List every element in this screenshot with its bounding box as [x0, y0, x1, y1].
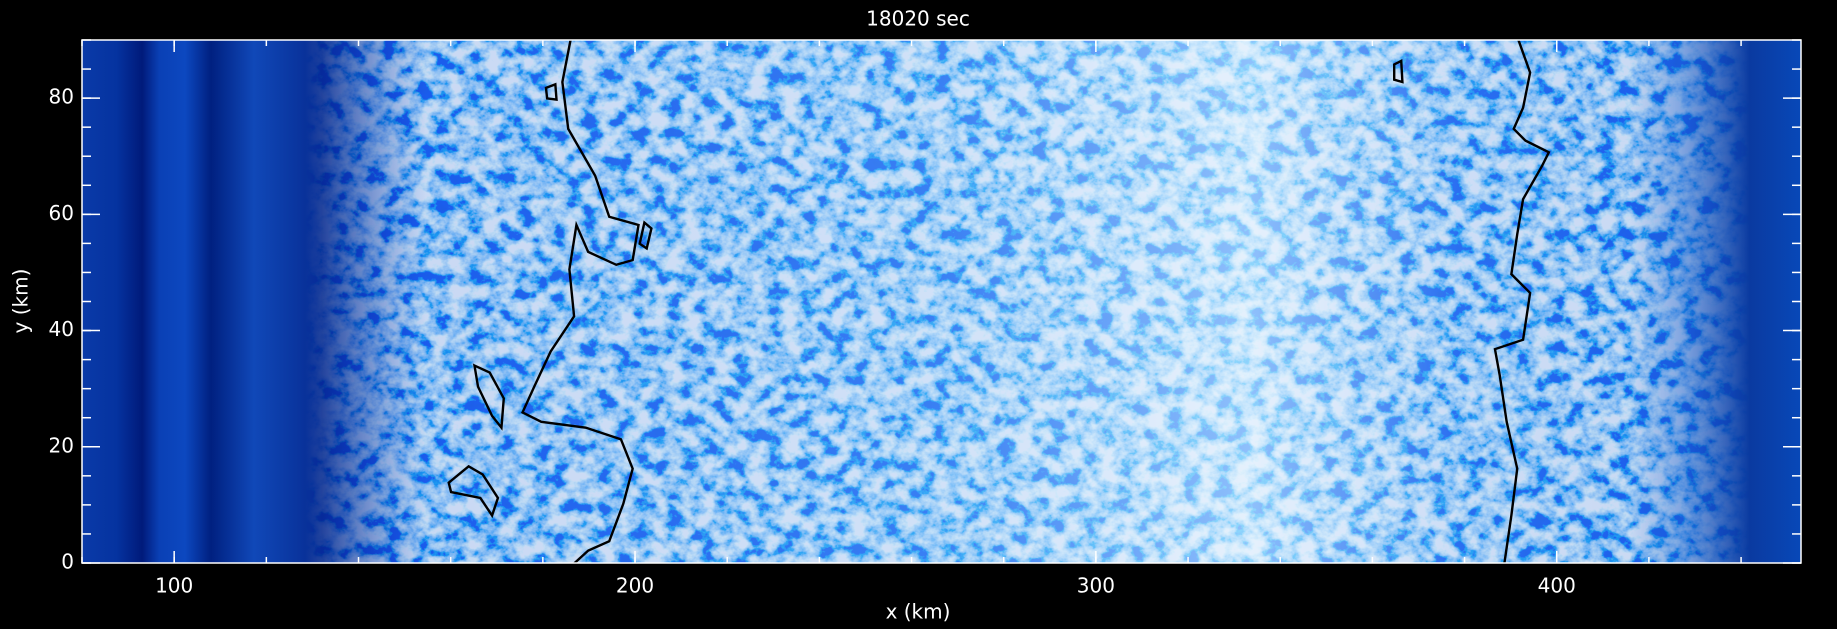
x-tick-label: 200 [616, 574, 654, 598]
x-axis-label: x (km) [886, 600, 951, 624]
y-tick-label: 80 [49, 85, 74, 109]
y-tick-label: 0 [61, 550, 74, 574]
chart-title: 18020 sec [866, 7, 970, 31]
page: 18020 sec x (km) y (km) 100 200 300 400 0 20 4… [0, 0, 1837, 629]
x-tick-label: 300 [1077, 574, 1115, 598]
y-tick-label: 40 [49, 317, 74, 341]
x-tick-label: 100 [155, 574, 193, 598]
y-axis-label: y (km) [9, 269, 33, 334]
y-tick-label: 60 [49, 201, 74, 225]
heatmap-texture [82, 40, 1801, 563]
chart: 18020 sec x (km) y (km) 100 200 300 400 0 20 4… [0, 0, 1837, 629]
x-tick-label: 400 [1538, 574, 1576, 598]
plot-area [82, 40, 1801, 564]
y-tick-label: 20 [49, 433, 74, 457]
